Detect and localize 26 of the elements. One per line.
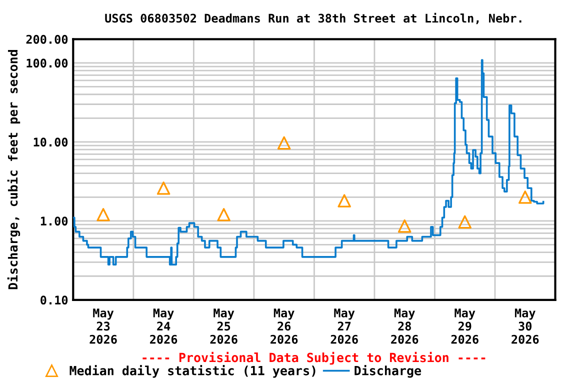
x-tick-label: May 29 2026 [451,308,478,344]
legend-label: Median daily statistic (11 years) [70,364,316,378]
point [398,219,412,233]
x-tick-label: May 30 2026 [512,308,539,344]
point [217,208,230,222]
y-tick-label: 10.00 [34,138,68,147]
point [156,181,170,195]
x-tick-label: May 27 2026 [330,308,358,344]
chart-title: USGS 06803502 Deadmans Run at 38th Street at Lincoln, Nebr. [105,12,522,24]
point [96,208,110,222]
x-tick-label: May 23 2026 [90,308,117,344]
text: ---- Provisional Data Subject to Revision ---- [142,352,486,365]
point [277,136,291,150]
point [338,194,351,208]
point [458,215,472,229]
x-tick-label: May 24 2026 [150,308,178,344]
legend-label: Discharge [354,364,422,378]
x-tick-label: May 25 2026 [210,308,238,344]
y-tick-label: 100.00 [26,58,68,68]
y-axis-title: Discharge, cubic feet per second [7,50,20,290]
x-tick-label: May 26 2026 [270,308,298,344]
y-tick-label: 200.00 [26,34,68,44]
y-tick-label: 1.00 [40,216,68,226]
y-tick-label: 0.10 [40,296,68,305]
x-tick-label: May 28 2026 [391,308,418,344]
point [518,190,532,204]
